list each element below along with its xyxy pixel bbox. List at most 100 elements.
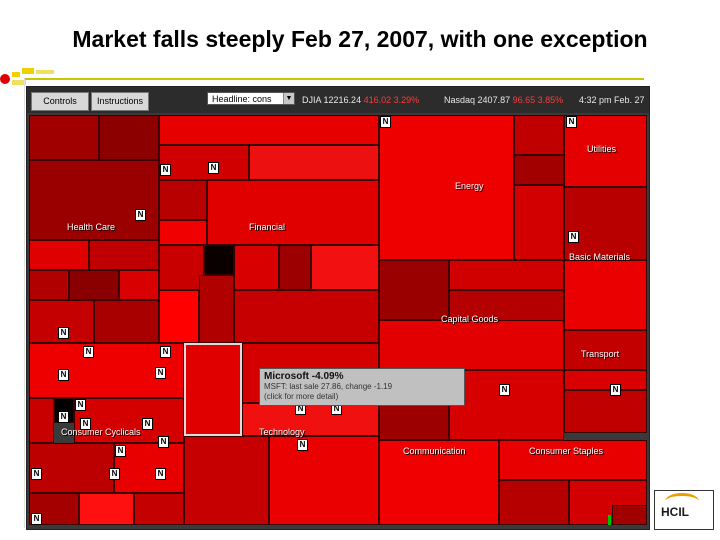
news-badge[interactable]: N: [160, 164, 171, 176]
news-badge[interactable]: N: [499, 384, 510, 396]
treemap-cell[interactable]: [69, 270, 119, 300]
treemap-cell[interactable]: [79, 493, 134, 525]
treemap-cell[interactable]: [199, 275, 234, 343]
decoration-blocks: [0, 68, 54, 85]
news-badge[interactable]: N: [58, 369, 69, 381]
treemap-cell[interactable]: [449, 370, 564, 440]
news-badge[interactable]: N: [142, 418, 153, 430]
treemap[interactable]: Health Care Financial Energy Utilities B…: [29, 115, 647, 525]
treemap-cell[interactable]: [514, 115, 564, 155]
treemap-cell[interactable]: [612, 505, 647, 525]
news-badge[interactable]: N: [83, 346, 94, 358]
controls-button[interactable]: Controls: [31, 92, 89, 111]
treemap-cell[interactable]: [449, 260, 564, 290]
treemap-cell[interactable]: [249, 145, 379, 180]
treemap-cell[interactable]: [564, 115, 647, 187]
news-badge[interactable]: N: [58, 411, 69, 423]
treemap-cell[interactable]: [99, 115, 159, 160]
treemap-cell[interactable]: [159, 220, 207, 245]
treemap-cell[interactable]: [234, 245, 279, 290]
hcil-logo: HCIL: [654, 490, 714, 530]
treemap-cell[interactable]: [379, 440, 499, 525]
sector-label-capital-goods: Capital Goods: [441, 314, 499, 324]
news-badge[interactable]: N: [109, 468, 120, 480]
gaining-stock-cell[interactable]: [608, 515, 611, 525]
treemap-cell[interactable]: [564, 390, 647, 433]
news-badge[interactable]: N: [610, 384, 621, 396]
sector-label-health-care: Health Care: [67, 222, 116, 232]
treemap-cell[interactable]: [159, 180, 207, 220]
treemap-cell[interactable]: [74, 398, 184, 443]
news-badge[interactable]: N: [155, 468, 166, 480]
news-badge[interactable]: N: [160, 346, 171, 358]
treemap-cell[interactable]: [279, 245, 311, 290]
instructions-button[interactable]: Instructions: [91, 92, 149, 111]
treemap-cell[interactable]: [234, 290, 379, 343]
nasdaq-label: Nasdaq: [444, 95, 476, 105]
sector-label-basic-materials: Basic Materials: [569, 252, 631, 262]
news-badge[interactable]: N: [566, 116, 577, 128]
treemap-cell[interactable]: [311, 245, 379, 290]
news-badge[interactable]: N: [58, 327, 69, 339]
treemap-cell[interactable]: [204, 245, 234, 275]
treemap-cell[interactable]: [207, 180, 379, 245]
time-readout: 4:32 pm Feb. 27: [579, 95, 645, 105]
logo-swoosh-icon: [665, 493, 699, 510]
news-badge[interactable]: N: [80, 418, 91, 430]
news-badge[interactable]: N: [158, 436, 169, 448]
treemap-cell-microsoft[interactable]: [184, 343, 242, 436]
treemap-cell[interactable]: [29, 270, 69, 300]
news-badge[interactable]: N: [155, 367, 166, 379]
news-badge[interactable]: N: [568, 231, 579, 243]
sector-label-technology: Technology: [259, 427, 305, 437]
view-dropdown[interactable]: Headline: cons ▼: [207, 92, 295, 105]
tooltip-hint: (click for more detail): [264, 392, 339, 401]
treemap-cell[interactable]: [29, 240, 89, 270]
treemap-cell[interactable]: [119, 270, 159, 300]
side-rule: [24, 78, 25, 528]
treemap-cell[interactable]: [499, 480, 569, 525]
treemap-cell[interactable]: [159, 145, 249, 180]
treemap-cell[interactable]: [29, 398, 54, 443]
treemap-cell[interactable]: [29, 443, 114, 493]
date-label: Feb. 27: [614, 95, 645, 105]
treemap-cell[interactable]: [29, 160, 159, 240]
djia-ticker: DJIA 12216.24 416.02 3.29%: [302, 95, 419, 105]
treemap-cell[interactable]: [94, 300, 159, 343]
news-badge[interactable]: N: [115, 445, 126, 457]
nasdaq-pct: 3.85%: [537, 95, 564, 105]
treemap-cell[interactable]: [269, 436, 379, 525]
chevron-down-icon[interactable]: ▼: [283, 93, 294, 104]
treemap-cell[interactable]: [564, 187, 647, 260]
news-badge[interactable]: N: [31, 513, 42, 525]
news-badge[interactable]: N: [75, 399, 86, 411]
nasdaq-change: 96.65: [512, 95, 536, 105]
djia-label: DJIA: [302, 95, 322, 105]
treemap-cell[interactable]: [379, 115, 514, 260]
treemap-cell[interactable]: [159, 115, 379, 145]
slide-title: Market falls steeply Feb 27, 2007, with …: [72, 26, 648, 52]
treemap-cell[interactable]: [514, 185, 564, 260]
nasdaq-value: 2407.87: [477, 95, 511, 105]
treemap-cell[interactable]: [159, 245, 204, 290]
treemap-cell[interactable]: [29, 115, 99, 160]
treemap-cell[interactable]: [184, 436, 269, 525]
treemap-cell[interactable]: [499, 440, 647, 480]
news-badge[interactable]: N: [31, 468, 42, 480]
treemap-cell[interactable]: [89, 240, 159, 270]
treemap-cell[interactable]: [564, 370, 647, 390]
news-badge[interactable]: N: [208, 162, 219, 174]
treemap-cell[interactable]: [159, 290, 199, 343]
treemap-cell[interactable]: [564, 260, 647, 330]
treemap-cell[interactable]: [379, 260, 449, 320]
treemap-cell[interactable]: [564, 330, 647, 370]
news-badge[interactable]: N: [297, 439, 308, 451]
sector-label-consumer-staples: Consumer Staples: [529, 446, 604, 456]
treemap-cell[interactable]: [379, 320, 564, 370]
news-badge[interactable]: N: [380, 116, 391, 128]
news-badge[interactable]: N: [135, 209, 146, 221]
treemap-cell[interactable]: [514, 155, 564, 185]
sector-label-energy: Energy: [455, 181, 484, 191]
treemap-cell[interactable]: [134, 493, 184, 525]
tooltip-detail: MSFT: last sale 27.86, change -1.19: [264, 382, 393, 391]
